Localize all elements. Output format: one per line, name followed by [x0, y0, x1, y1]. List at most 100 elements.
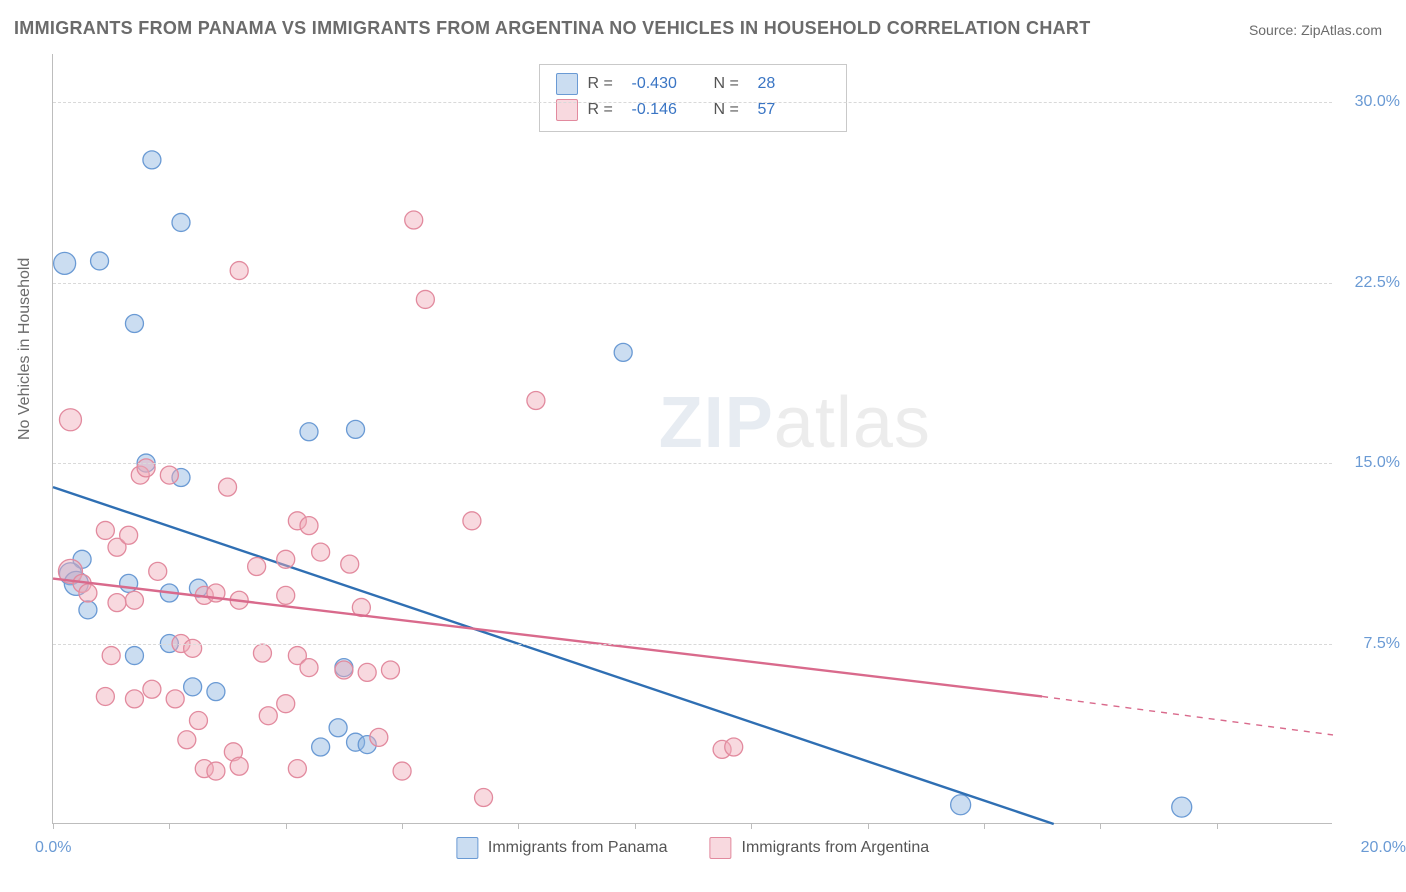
scatter-point	[178, 731, 196, 749]
scatter-point	[347, 420, 365, 438]
legend-r-value: -0.430	[632, 75, 704, 93]
scatter-point	[91, 252, 109, 270]
y-tick-label: 22.5%	[1340, 274, 1400, 292]
scatter-point	[54, 252, 76, 274]
scatter-point	[300, 517, 318, 535]
x-tick	[1100, 823, 1101, 829]
scatter-point	[79, 601, 97, 619]
scatter-point	[79, 584, 97, 602]
x-axis-min-label: 0.0%	[35, 839, 71, 857]
scatter-point	[59, 409, 81, 431]
gridline	[53, 283, 1332, 284]
legend-series-label: Immigrants from Argentina	[741, 839, 929, 857]
y-tick-label: 30.0%	[1340, 93, 1400, 111]
scatter-point	[300, 423, 318, 441]
scatter-point	[207, 762, 225, 780]
scatter-point	[393, 762, 411, 780]
scatter-point	[329, 719, 347, 737]
legend-series: Immigrants from Panama Immigrants from Ar…	[456, 837, 929, 859]
legend-r-value: -0.146	[632, 101, 704, 119]
scatter-point	[277, 550, 295, 568]
scatter-point	[248, 558, 266, 576]
scatter-point	[288, 760, 306, 778]
scatter-point	[277, 586, 295, 604]
scatter-point	[259, 707, 277, 725]
x-tick	[286, 823, 287, 829]
gridline	[53, 102, 1332, 103]
scatter-point	[120, 526, 138, 544]
scatter-point	[102, 647, 120, 665]
legend-r-label: R =	[588, 75, 622, 93]
scatter-point	[108, 594, 126, 612]
legend-stats: R =-0.430N =28R =-0.146N =57	[539, 64, 847, 132]
scatter-point	[125, 647, 143, 665]
scatter-point	[219, 478, 237, 496]
scatter-point	[189, 712, 207, 730]
scatter-point	[96, 521, 114, 539]
scatter-point	[166, 690, 184, 708]
scatter-point	[160, 466, 178, 484]
x-tick	[169, 823, 170, 829]
scatter-point	[137, 459, 155, 477]
scatter-point	[207, 683, 225, 701]
legend-n-label: N =	[714, 101, 748, 119]
scatter-point	[125, 591, 143, 609]
scatter-point	[312, 543, 330, 561]
plot-svg	[53, 54, 1332, 823]
legend-swatch	[556, 73, 578, 95]
scatter-point	[184, 678, 202, 696]
scatter-point	[149, 562, 167, 580]
x-tick	[868, 823, 869, 829]
scatter-point	[312, 738, 330, 756]
x-tick	[751, 823, 752, 829]
y-tick-label: 15.0%	[1340, 454, 1400, 472]
scatter-point	[416, 290, 434, 308]
scatter-point	[614, 343, 632, 361]
scatter-point	[405, 211, 423, 229]
scatter-point	[277, 695, 295, 713]
regression-line	[53, 579, 1042, 697]
y-axis-label: No Vehicles in Household	[16, 258, 34, 440]
gridline	[53, 463, 1332, 464]
x-tick	[518, 823, 519, 829]
x-axis-max-label: 20.0%	[1361, 839, 1406, 857]
x-tick	[1217, 823, 1218, 829]
scatter-point	[341, 555, 359, 573]
scatter-point	[120, 574, 138, 592]
regression-line-extrapolated	[1042, 696, 1333, 735]
scatter-point	[725, 738, 743, 756]
scatter-point	[463, 512, 481, 530]
scatter-point	[1172, 797, 1192, 817]
scatter-point	[96, 687, 114, 705]
scatter-point	[527, 392, 545, 410]
legend-series-item: Immigrants from Panama	[456, 837, 668, 859]
legend-r-label: R =	[588, 101, 622, 119]
scatter-point	[335, 661, 353, 679]
chart-title: IMMIGRANTS FROM PANAMA VS IMMIGRANTS FRO…	[14, 18, 1091, 39]
plot-area: ZIPatlas R =-0.430N =28R =-0.146N =57 Im…	[52, 54, 1332, 824]
x-tick	[635, 823, 636, 829]
legend-n-value: 57	[758, 101, 830, 119]
source-credit: Source: ZipAtlas.com	[1249, 22, 1382, 38]
scatter-point	[125, 690, 143, 708]
scatter-point	[172, 213, 190, 231]
x-tick	[53, 823, 54, 829]
scatter-point	[253, 644, 271, 662]
scatter-point	[143, 680, 161, 698]
y-tick-label: 7.5%	[1340, 635, 1400, 653]
x-tick	[402, 823, 403, 829]
legend-n-label: N =	[714, 75, 748, 93]
scatter-point	[358, 663, 376, 681]
scatter-point	[184, 639, 202, 657]
gridline	[53, 644, 1332, 645]
scatter-point	[143, 151, 161, 169]
scatter-point	[381, 661, 399, 679]
legend-stat-row: R = -0.146 N = 57	[556, 97, 830, 123]
scatter-point	[230, 262, 248, 280]
legend-swatch	[709, 837, 731, 859]
legend-stat-row: R =-0.430N =28	[556, 71, 830, 97]
scatter-point	[125, 315, 143, 333]
scatter-point	[370, 728, 388, 746]
scatter-point	[475, 789, 493, 807]
scatter-point	[230, 757, 248, 775]
